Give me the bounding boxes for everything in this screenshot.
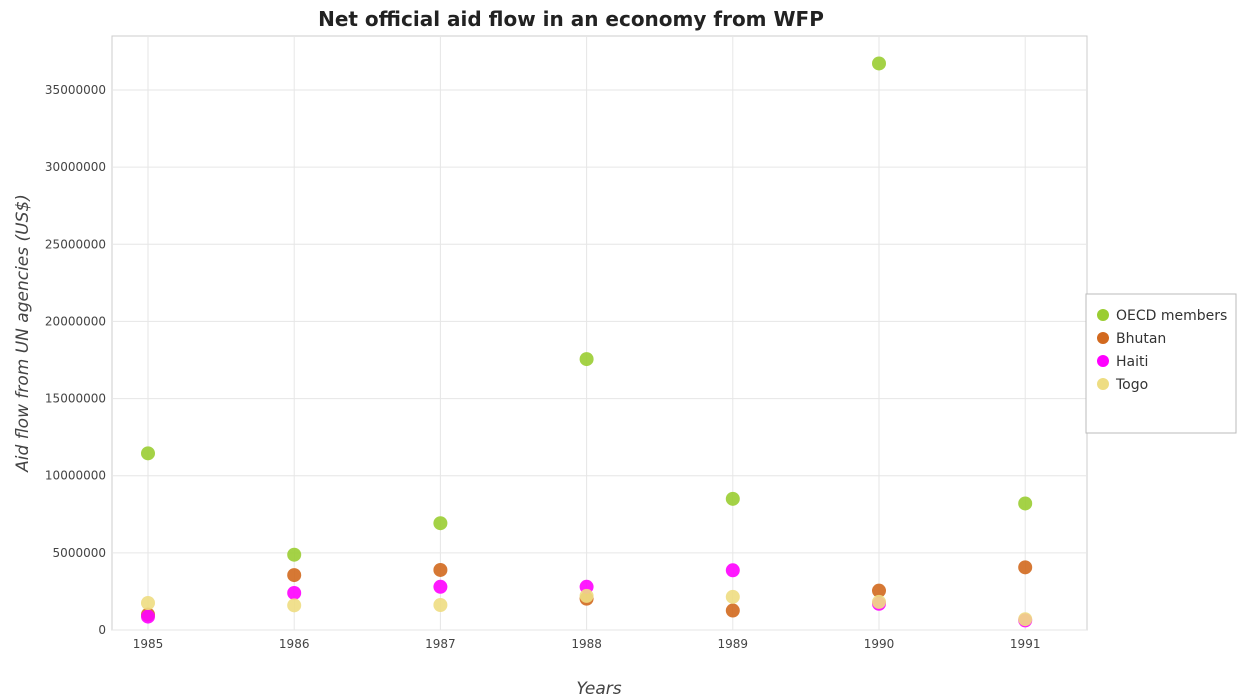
data-point (433, 598, 448, 613)
data-point (1018, 560, 1033, 575)
data-point (141, 609, 155, 624)
x-axis-ticks: 1985 1986 1987 1988 1989 1990 1991 (133, 637, 1041, 651)
y-axis-title: Aid flow from UN agencies (US$) (13, 194, 33, 473)
x-axis-title: Years (576, 679, 621, 699)
data-point (725, 491, 740, 506)
y-tick-label: 15000000 (45, 392, 106, 406)
data-point (433, 562, 448, 577)
legend-marker (1097, 332, 1109, 344)
y-tick-label: 10000000 (45, 469, 106, 483)
data-point (287, 585, 302, 600)
legend-frame (1085, 293, 1237, 434)
legend-label: OECD members (1116, 308, 1227, 324)
y-tick-label: 5000000 (53, 546, 106, 560)
y-tick-label: 35000000 (45, 83, 106, 97)
legend-label: Togo (1115, 377, 1148, 393)
y-tick-label: 0 (98, 623, 106, 637)
data-point (1018, 612, 1033, 627)
data-point (141, 446, 155, 461)
legend-marker (1097, 378, 1109, 390)
legend-label: Haiti (1116, 354, 1148, 370)
data-point (141, 596, 155, 610)
y-tick-label: 25000000 (45, 237, 106, 251)
legend-marker (1097, 309, 1109, 321)
legend-marker (1097, 355, 1109, 367)
data-point (872, 594, 886, 609)
x-tick-label: 1989 (718, 637, 749, 651)
x-tick-label: 1988 (571, 637, 602, 651)
data-point (579, 352, 594, 367)
data-point (1018, 496, 1033, 511)
x-tick-label: 1985 (133, 637, 164, 651)
x-tick-label: 1990 (864, 637, 895, 651)
legend: OECD members Bhutan Haiti Togo (1085, 293, 1237, 434)
data-point (725, 603, 740, 618)
chart-title: Net official aid flow in an economy from… (318, 7, 824, 31)
data-point (433, 579, 448, 594)
data-point (287, 568, 302, 583)
x-tick-label: 1986 (279, 637, 310, 651)
plot-area: 0 5000000 10000000 15000000 20000000 25000000… (45, 35, 1088, 651)
y-tick-label: 20000000 (45, 314, 106, 328)
data-point (725, 563, 740, 578)
x-tick-label: 1987 (425, 637, 456, 651)
y-tick-label: 30000000 (45, 160, 106, 174)
data-point (433, 516, 448, 531)
x-tick-label: 1991 (1010, 637, 1041, 651)
data-point (579, 588, 594, 603)
data-point (872, 56, 886, 71)
legend-label: Bhutan (1116, 331, 1166, 347)
data-point (872, 583, 886, 598)
data-point (287, 547, 302, 562)
plot-frame (111, 35, 1088, 631)
gridlines (112, 36, 1087, 631)
y-axis-ticks: 0 5000000 10000000 15000000 20000000 25000000… (45, 83, 106, 637)
data-points (141, 56, 1033, 628)
data-point (287, 598, 302, 613)
data-point (725, 589, 740, 604)
